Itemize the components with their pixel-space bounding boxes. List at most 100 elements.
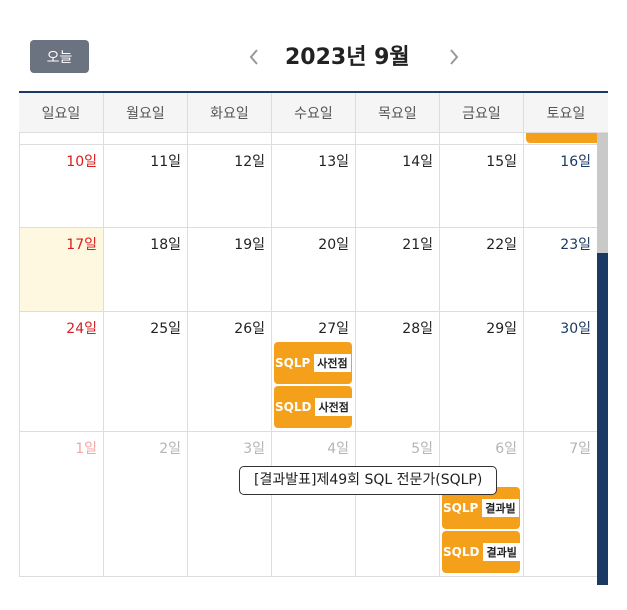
day-cell[interactable] xyxy=(187,133,271,144)
day-cell[interactable]: 29일 xyxy=(439,312,523,431)
day-cell[interactable]: 25일 xyxy=(103,312,187,431)
date-label: 19일 xyxy=(234,237,265,253)
chevron-right-icon xyxy=(450,49,459,65)
day-cell[interactable]: 16일 xyxy=(523,145,597,227)
event-chip[interactable] xyxy=(526,133,597,143)
day-cell[interactable]: 7일 xyxy=(523,432,597,576)
event-label: 결과빌 xyxy=(483,543,520,561)
date-label: 2일 xyxy=(159,441,181,457)
event-tag: SQLP xyxy=(275,356,311,370)
calendar-scrollbar[interactable] xyxy=(597,133,608,585)
event-label: 사전점 xyxy=(314,354,351,372)
date-label: 4일 xyxy=(327,441,349,457)
chevron-left-icon xyxy=(249,49,258,65)
date-label: 23일 xyxy=(560,237,591,253)
event-label: 사전점 xyxy=(315,398,352,416)
date-label: 10일 xyxy=(66,154,97,170)
date-label: 15일 xyxy=(486,154,517,170)
day-cell[interactable]: 5일 xyxy=(355,432,439,576)
date-label: 22일 xyxy=(486,237,517,253)
day-cell[interactable]: 4일 xyxy=(271,432,355,576)
day-cell[interactable]: 27일 SQLP 사전점 SQLD 사전점 xyxy=(271,312,355,431)
day-cell[interactable]: 10일 xyxy=(19,145,103,227)
date-label: 20일 xyxy=(318,237,349,253)
day-cell[interactable]: 21일 xyxy=(355,228,439,311)
date-label: 13일 xyxy=(318,154,349,170)
day-cell[interactable] xyxy=(355,133,439,144)
day-cell-today[interactable]: 17일 xyxy=(19,228,103,311)
today-button[interactable]: 오늘 xyxy=(30,40,89,73)
date-label: 17일 xyxy=(66,237,97,253)
event-tag: SQLD xyxy=(443,545,480,559)
date-label: 29일 xyxy=(486,321,517,337)
day-cell[interactable]: 1일 xyxy=(19,432,103,576)
calendar-body: 10일 11일 12일 13일 14일 15일 16일 17일 18일 19일 … xyxy=(19,133,597,585)
date-label: 11일 xyxy=(150,154,181,170)
event-tag: SQLD xyxy=(275,400,312,414)
day-cell[interactable]: 22일 xyxy=(439,228,523,311)
date-label: 14일 xyxy=(402,154,433,170)
day-cell[interactable] xyxy=(523,133,597,144)
date-label: 5일 xyxy=(411,441,433,457)
date-label: 24일 xyxy=(66,321,97,337)
day-cell[interactable]: 13일 xyxy=(271,145,355,227)
day-cell[interactable]: 6일 SQLP 결과빌 SQLD 결과빌 xyxy=(439,432,523,576)
event-label: 결과빌 xyxy=(482,499,519,517)
date-label: 7일 xyxy=(569,441,591,457)
date-label: 26일 xyxy=(234,321,265,337)
day-cell[interactable]: 15일 xyxy=(439,145,523,227)
date-label: 27일 xyxy=(318,321,349,337)
date-label: 12일 xyxy=(234,154,265,170)
date-label: 3일 xyxy=(243,441,265,457)
weekday-tuesday: 화요일 xyxy=(187,93,271,132)
date-label: 1일 xyxy=(75,441,97,457)
day-cell[interactable]: 12일 xyxy=(187,145,271,227)
date-label: 18일 xyxy=(150,237,181,253)
date-label: 6일 xyxy=(495,441,517,457)
day-cell[interactable] xyxy=(19,133,103,144)
event-chip[interactable]: SQLD 결과빌 xyxy=(442,531,520,573)
day-cell[interactable]: 28일 xyxy=(355,312,439,431)
day-cell[interactable]: 2일 xyxy=(103,432,187,576)
day-cell[interactable]: 18일 xyxy=(103,228,187,311)
weekday-sunday: 일요일 xyxy=(41,105,81,122)
date-label: 30일 xyxy=(560,321,591,337)
event-tooltip: [결과발표]제49회 SQL 전문가(SQLP) xyxy=(239,466,498,495)
scrollbar-thumb[interactable] xyxy=(597,253,608,585)
day-cell[interactable]: 26일 xyxy=(187,312,271,431)
week-row-partial xyxy=(19,133,597,145)
weekday-friday: 금요일 xyxy=(439,93,523,132)
weekday-saturday: 토요일 xyxy=(523,93,608,132)
day-cell[interactable]: 11일 xyxy=(103,145,187,227)
day-cell[interactable]: 23일 xyxy=(523,228,597,311)
week-row: 1일 2일 3일 4일 5일 6일 SQLP 결과빌 SQLD 결과빌 7일 xyxy=(19,432,597,577)
day-cell[interactable]: 19일 xyxy=(187,228,271,311)
prev-month-button[interactable] xyxy=(242,44,266,70)
event-chip[interactable]: SQLD 사전점 xyxy=(274,386,352,428)
weekday-monday: 월요일 xyxy=(103,93,187,132)
day-cell[interactable] xyxy=(271,133,355,144)
date-label: 25일 xyxy=(150,321,181,337)
weekday-wednesday: 수요일 xyxy=(271,93,355,132)
calendar-grid: 일요일 월요일 화요일 수요일 목요일 금요일 토요일 10일 11일 12일 … xyxy=(19,91,608,585)
day-cell[interactable]: 14일 xyxy=(355,145,439,227)
next-month-button[interactable] xyxy=(442,44,466,70)
day-cell[interactable]: 20일 xyxy=(271,228,355,311)
day-cell[interactable] xyxy=(103,133,187,144)
week-row: 17일 18일 19일 20일 21일 22일 23일 xyxy=(19,228,597,312)
month-title: 2023년 9월 xyxy=(285,45,410,70)
day-cell[interactable] xyxy=(439,133,523,144)
weekday-header: 일요일 월요일 화요일 수요일 목요일 금요일 토요일 xyxy=(19,93,608,133)
date-label: 16일 xyxy=(560,154,591,170)
weekday-thursday: 목요일 xyxy=(355,93,439,132)
scrollbar-track-upper[interactable] xyxy=(597,133,608,253)
day-cell[interactable]: 30일 xyxy=(523,312,597,431)
day-cell[interactable]: 24일 xyxy=(19,312,103,431)
date-label: 21일 xyxy=(402,237,433,253)
event-chip[interactable]: SQLP 사전점 xyxy=(274,342,352,384)
week-row: 24일 25일 26일 27일 SQLP 사전점 SQLD 사전점 28일 29… xyxy=(19,312,597,432)
week-row: 10일 11일 12일 13일 14일 15일 16일 xyxy=(19,145,597,228)
date-label: 28일 xyxy=(402,321,433,337)
day-cell[interactable]: 3일 xyxy=(187,432,271,576)
event-tag: SQLP xyxy=(443,501,479,515)
